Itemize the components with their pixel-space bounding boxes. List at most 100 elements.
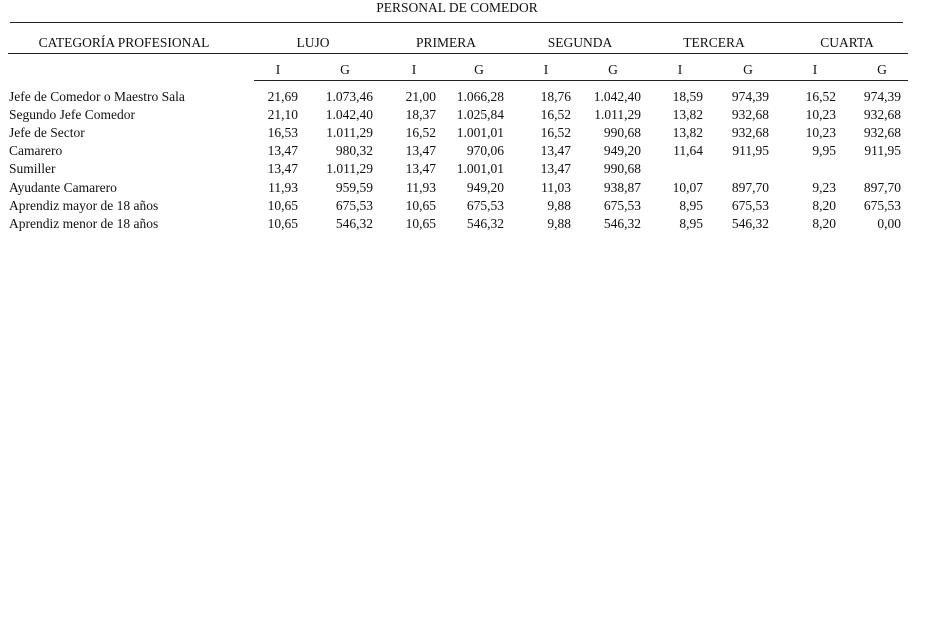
table-cell: 10,65	[405, 197, 436, 213]
table-cell: 1.011,29	[326, 161, 373, 177]
table-cell: 13,82	[672, 125, 703, 141]
table-cell: 13,82	[672, 107, 703, 123]
row-category: Jefe de Comedor o Maestro Sala	[9, 89, 185, 104]
table-cell: 1.066,28	[456, 89, 504, 104]
subheader-i: I	[677, 62, 683, 77]
row-category: Sumiller	[9, 161, 56, 177]
subheader-g: G	[877, 62, 887, 77]
table-cell: 990,68	[603, 161, 641, 177]
subheader-i: I	[275, 62, 281, 77]
row-category: Camarero	[9, 143, 63, 159]
subheader-g: G	[608, 62, 618, 77]
table-cell: 18,37	[405, 107, 436, 123]
table-cell: 1.042,40	[593, 89, 641, 104]
row-category: Aprendiz menor de 18 años	[9, 215, 159, 231]
table-cell: 10,65	[405, 215, 436, 231]
table-cell: 11,93	[406, 179, 436, 195]
table-cell: 8,20	[812, 215, 836, 231]
table-cell: 18,76	[540, 89, 571, 104]
table-cell: 974,39	[863, 89, 901, 104]
subheader-i: I	[411, 62, 417, 77]
table-cell: 675,53	[863, 197, 901, 213]
table-cell: 9,95	[812, 143, 836, 159]
table-cell: 8,20	[812, 197, 836, 213]
table-cell: 16,52	[805, 89, 836, 104]
table-cell: 546,32	[731, 215, 769, 231]
table-cell: 10,65	[267, 197, 298, 213]
subheader-g: G	[743, 62, 753, 77]
table-cell: 13,47	[540, 143, 571, 159]
table-cell: 10,07	[672, 179, 703, 195]
table-cell: 21,10	[267, 107, 298, 123]
group-header: SEGUNDA	[547, 35, 613, 50]
table-cell: 16,52	[540, 125, 571, 141]
table-cell: 970,06	[466, 143, 504, 159]
table-cell: 675,53	[603, 197, 641, 213]
table-cell: 9,88	[547, 215, 571, 231]
table-cell: 13,47	[540, 161, 571, 177]
table-cell: 0,00	[877, 215, 901, 231]
table-cell: 13,47	[267, 161, 298, 177]
table-cell: 932,68	[863, 107, 901, 123]
table-cell: 938,87	[603, 179, 641, 195]
table-cell: 546,32	[335, 215, 373, 231]
group-header: PRIMERA	[415, 35, 477, 50]
subheader-i: I	[543, 62, 549, 77]
table-cell: 949,20	[466, 179, 504, 195]
table-cell: 1.042,40	[325, 107, 373, 123]
group-header: CUARTA	[820, 35, 874, 50]
table-cell: 18,59	[672, 89, 703, 104]
table-cell: 1.001,01	[456, 125, 504, 141]
table-cell: 11,03	[541, 179, 571, 195]
subheader-g: G	[474, 62, 484, 77]
table-cell: 949,20	[603, 143, 641, 159]
table-cell: 21,00	[405, 89, 436, 104]
table-cell: 932,68	[731, 107, 769, 123]
table-cell: 8,95	[679, 215, 703, 231]
table-cell: 21,69	[267, 89, 298, 104]
table-cell: 10,23	[805, 125, 836, 141]
table-cell: 1.011,29	[594, 107, 641, 123]
table-cell: 16,52	[540, 107, 571, 123]
header-rule	[8, 53, 908, 54]
table-cell: 546,32	[466, 215, 504, 231]
table-cell: 13,47	[405, 161, 436, 177]
table-cell: 990,68	[603, 125, 641, 141]
table-cell: 13,47	[405, 143, 436, 159]
table-cell: 1.073,46	[325, 89, 373, 104]
table-cell: 9,23	[812, 179, 836, 195]
table-cell: 959,59	[335, 179, 373, 195]
row-category: Aprendiz mayor de 18 años	[9, 197, 159, 213]
table-cell: 932,68	[863, 125, 901, 141]
row-category: Segundo Jefe Comedor	[9, 107, 135, 123]
table-cell: 980,32	[335, 143, 373, 159]
table-cell: 897,70	[731, 179, 769, 195]
table-cell: 10,23	[805, 107, 836, 123]
table-cell: 911,95	[864, 143, 901, 159]
subheader-g: G	[340, 62, 350, 77]
subheader-i: I	[812, 62, 818, 77]
table-cell: 675,53	[731, 197, 769, 213]
table-cell: 1.011,29	[326, 125, 373, 141]
table-cell: 911,95	[732, 143, 769, 159]
table-cell: 897,70	[863, 179, 901, 195]
table-cell: 1.001,01	[456, 161, 504, 177]
subheader-rule	[254, 80, 908, 81]
group-header: LUJO	[296, 35, 330, 50]
table-cell: 16,52	[405, 125, 436, 141]
table-cell: 932,68	[731, 125, 769, 141]
table-cell: 9,88	[547, 197, 571, 213]
row-category: Ayudante Camarero	[9, 179, 117, 195]
table-cell: 8,95	[679, 197, 703, 213]
group-header: TERCERA	[683, 35, 745, 50]
table-title: PERSONAL DE COMEDOR	[376, 0, 538, 15]
table-cell: 10,65	[267, 215, 298, 231]
table-cell: 675,53	[335, 197, 373, 213]
table-cell: 11,93	[268, 179, 298, 195]
top-rule	[10, 22, 903, 23]
category-header: CATEGORÍA PROFESIONAL	[38, 35, 210, 50]
table-cell: 974,39	[731, 89, 769, 104]
table-cell: 546,32	[603, 215, 641, 231]
table-cell: 1.025,84	[456, 107, 504, 123]
